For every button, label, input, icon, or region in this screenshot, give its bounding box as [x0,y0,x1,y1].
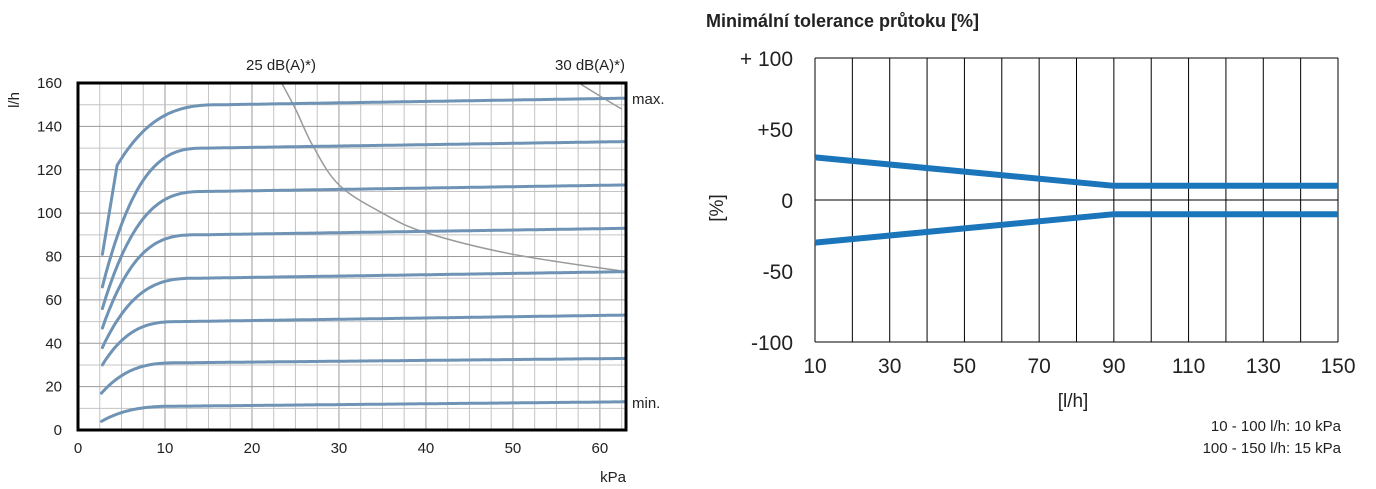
left-x-tick-labels: 0 10 20 30 40 50 60 [74,440,608,457]
noise-curve-1 [280,83,626,273]
left-x-tick-50: 50 [505,440,522,457]
flow-curve-6 [100,183,626,311]
left-y-tick-80: 80 [45,249,62,266]
noise-label-25db: 25 dB(A)*) [246,57,316,74]
min-curve-label: min. [632,395,660,412]
left-x-tick-40: 40 [418,440,435,457]
left-y-tick-0: 0 [54,422,62,439]
flow-curve-1 [100,400,627,423]
right-x-tick-90: 90 [1102,355,1125,378]
left-y-tick-60: 60 [45,292,62,309]
left-y-axis-label: l/h [6,92,23,108]
left-x-tick-20: 20 [244,440,261,457]
flow-curve-8 [100,96,628,256]
flow-curve-2 [100,356,627,395]
flow-curves [100,96,628,423]
right-y-axis-label: [%] [707,194,728,221]
right-x-tick-70: 70 [1027,355,1050,378]
left-x-tick-0: 0 [74,440,82,457]
left-y-tick-140: 140 [37,118,62,135]
right-x-tick-110: 110 [1172,355,1205,378]
tolerance-curves [814,154,1338,246]
noise-curve-2 [577,83,623,110]
flow-curve-4 [100,270,626,350]
left-x-axis-label: kPa [600,469,627,486]
right-y-tick-0: + 100 [740,48,793,71]
left-x-tick-30: 30 [331,440,348,457]
noise-label-30db: 30 dB(A)*) [555,57,625,74]
left-y-tick-20: 20 [45,379,62,396]
flow-curve-7 [100,140,626,289]
tolerance-chart-title: Minimální tolerance průtoku [%] [706,11,979,31]
right-grid [814,57,1339,343]
right-x-tick-50: 50 [953,355,976,378]
left-y-tick-160: 160 [37,75,62,92]
pressure-note-2: 100 - 150 l/h: 15 kPa [1203,440,1342,457]
tolerance-curve-1 [814,154,1338,189]
right-x-tick-130: 130 [1246,355,1281,378]
right-x-tick-labels: 10 30 50 70 90 110 130 150 [803,355,1355,378]
max-curve-label: max. [632,91,665,108]
right-x-tick-30: 30 [878,355,901,378]
left-plot-frame [76,81,628,432]
pressure-note-1: 10 - 100 l/h: 10 kPa [1211,418,1342,435]
right-y-tick-1: +50 [757,119,793,142]
left-y-tick-labels: 0 20 40 60 80 100 120 140 160 [37,75,62,439]
right-x-axis-label: [l/h] [1058,391,1089,412]
right-y-tick-4: -100 [751,332,793,355]
tolerance-curve-2 [814,211,1338,246]
flow-curve-5 [100,226,626,330]
left-grid [78,83,626,430]
right-y-tick-3: -50 [763,261,793,284]
left-x-tick-60: 60 [592,440,609,457]
tolerance-chart: Minimální tolerance průtoku [%] + 100 +50… [706,11,1356,457]
left-y-tick-100: 100 [37,205,62,222]
right-x-tick-10: 10 [803,355,826,378]
left-x-tick-10: 10 [157,440,174,457]
flow-curve-3 [100,313,626,367]
right-y-tick-2: 0 [781,190,793,213]
right-y-tick-labels: + 100 +50 0 -50 -100 [740,48,793,355]
left-y-tick-40: 40 [45,335,62,352]
noise-curves [280,83,626,273]
right-x-tick-150: 150 [1320,355,1355,378]
left-y-tick-120: 120 [37,162,62,179]
